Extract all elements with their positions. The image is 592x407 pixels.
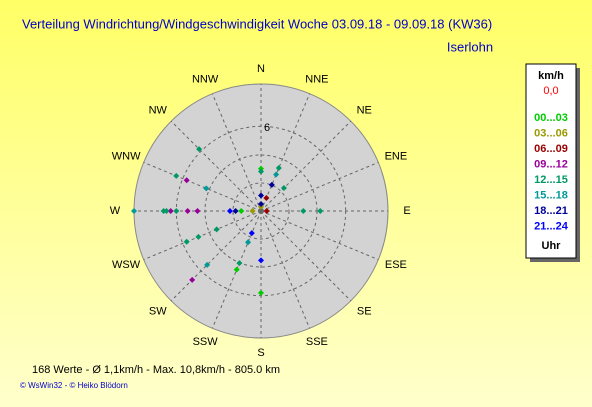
wind-point: [183, 177, 190, 184]
wind-point: [245, 239, 252, 246]
r-tick-label: 6: [264, 122, 270, 134]
wind-point: [275, 164, 282, 171]
legend-unit: Uhr: [542, 240, 562, 252]
wind-point: [258, 289, 264, 296]
legend-label: 00...03: [534, 112, 568, 124]
footer: 168 Werte - Ø 1,1km/h - Max. 10,8km/h - …: [32, 364, 280, 376]
wind-point: [189, 276, 196, 283]
wind-point: [167, 208, 174, 214]
wind-point: [280, 185, 287, 192]
wind-point: [273, 171, 280, 178]
wind-point: [258, 257, 264, 264]
legend-box: [525, 63, 577, 259]
wind-point: [249, 208, 256, 214]
wind-point: [258, 192, 264, 199]
wind-point: [258, 200, 264, 207]
legend-label: 12...15: [534, 174, 568, 186]
wind-point: [238, 208, 245, 214]
direction-label: NE: [357, 104, 372, 116]
wind-point: [183, 238, 190, 245]
legend-label: 09...12: [534, 158, 568, 170]
wind-point: [203, 185, 210, 192]
wind-point: [248, 230, 255, 237]
direction-label: N: [257, 63, 265, 75]
wind-point: [263, 194, 270, 201]
credits: © WsWin32 - © Heiko Blödorn: [20, 381, 128, 390]
wind-point: [263, 208, 270, 214]
direction-label: NW: [149, 104, 168, 116]
direction-label: SW: [149, 305, 167, 317]
legend-label: 03...06: [534, 127, 568, 139]
wind-point: [258, 168, 264, 175]
wind-point: [173, 172, 180, 179]
legend-title: km/h: [538, 70, 564, 82]
legend-calm: 0,0: [543, 85, 558, 97]
wind-point: [173, 208, 180, 214]
direction-label: ENE: [385, 151, 408, 163]
legend-label: 21...24: [534, 220, 569, 232]
wind-point: [184, 208, 191, 214]
wind-point: [233, 266, 240, 273]
wind-point: [213, 226, 220, 233]
direction-label: WSW: [112, 259, 141, 271]
direction-label: S: [257, 347, 264, 359]
wind-point: [194, 208, 201, 214]
wind-point: [232, 208, 239, 214]
direction-label: NNE: [305, 74, 328, 86]
direction-label: NNW: [192, 74, 219, 86]
direction-label: SSE: [306, 336, 328, 348]
wind-point: [204, 261, 211, 268]
ring: [232, 182, 290, 240]
direction-label: ESE: [385, 259, 407, 271]
direction-label: SE: [357, 305, 372, 317]
wind-point: [317, 208, 324, 214]
legend-label: 06...09: [534, 143, 568, 155]
direction-label: E: [403, 205, 410, 217]
wind-point: [300, 208, 307, 214]
wind-point: [226, 208, 233, 214]
chart-subtitle: Iserlohn: [447, 39, 493, 54]
wind-point: [268, 181, 275, 188]
wind-point: [196, 146, 203, 153]
direction-label: W: [110, 205, 121, 217]
direction-label: SSW: [193, 336, 219, 348]
legend-label: 15...18: [534, 189, 568, 201]
wind-point: [163, 208, 170, 214]
wind-point: [131, 208, 137, 214]
legend-label: 18...21: [534, 205, 568, 217]
direction-label: WNW: [112, 151, 141, 163]
wind-point: [195, 233, 202, 240]
wind-point: [236, 260, 243, 267]
chart-title: Verteilung Windrichtung/Windgeschwindigk…: [22, 16, 492, 31]
